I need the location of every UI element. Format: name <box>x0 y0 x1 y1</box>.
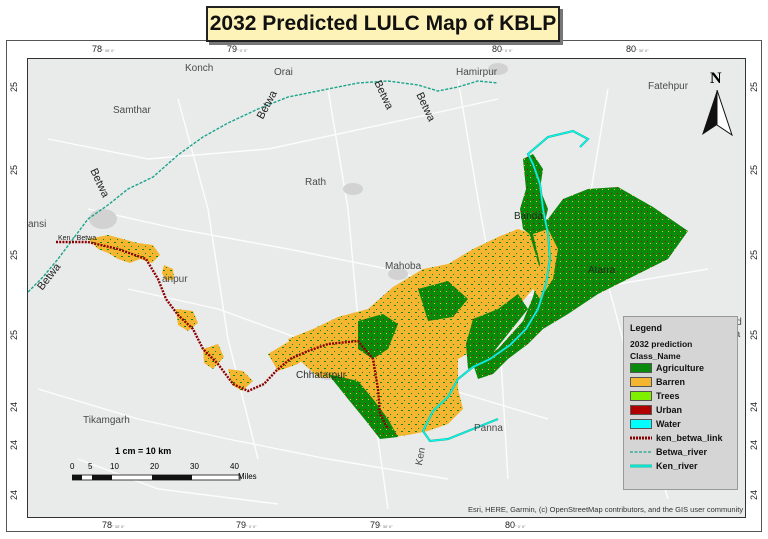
legend-item-ken-river: Ken_river <box>624 459 737 473</box>
legend-item-barren: Barren <box>624 375 737 389</box>
betwa-river-line <box>28 80 499 293</box>
lulc-patch-4 <box>228 369 253 391</box>
legend-swatch-urban <box>630 405 652 415</box>
place-rath: Rath <box>305 177 327 188</box>
place-hamirpur: Hamirpur <box>456 67 498 78</box>
legend-line-link <box>630 436 652 440</box>
legend-title: Legend <box>630 323 663 333</box>
legend-swatch-water <box>630 419 652 429</box>
top-tick-3: 80° 0' 0" <box>492 44 513 54</box>
legend-item-urban: Urban <box>624 403 737 417</box>
map-title-box: 2032 Predicted LULC Map of KBLP <box>206 6 560 42</box>
right-tick-3: 25 <box>749 250 759 261</box>
lulc-agri-patch-c <box>328 374 398 439</box>
legend: Legend 2032 prediction Class_Name Agricu… <box>623 316 738 490</box>
lulc-barren-east <box>533 229 558 299</box>
ken-river-water <box>422 130 589 442</box>
place-atarra: Atarra <box>588 265 616 276</box>
scale-text: 1 cm = 10 km <box>115 446 172 456</box>
right-tick-2: 25 <box>749 165 759 176</box>
legend-swatch-barren <box>630 377 652 387</box>
legend-subtitle: 2032 prediction <box>630 339 693 349</box>
legend-swatch-trees <box>630 391 652 401</box>
left-tick-1: 25 <box>9 82 19 93</box>
place-samthar: Samthar <box>113 105 151 116</box>
legend-item-agriculture: Agriculture <box>624 361 737 375</box>
top-tick-4: 80° 30' 0" <box>626 44 649 54</box>
right-tick-1: 25 <box>749 82 759 93</box>
place-mahoba: Mahoba <box>385 261 422 272</box>
legend-item-betwa-river: Betwa_river <box>624 445 737 459</box>
left-tick-3: 25 <box>9 250 19 261</box>
legend-line-ken <box>630 464 652 468</box>
bottom-tick-4: 80° 0' 0" <box>505 520 526 530</box>
north-arrow-icon <box>702 90 733 137</box>
north-arrow: N <box>700 70 740 140</box>
place-banda: Banda <box>514 211 543 222</box>
lulc-patch-1 <box>162 265 174 281</box>
lulc-patch-3 <box>203 344 224 369</box>
legend-class-name: Class_Name <box>630 351 681 361</box>
north-label: N <box>710 70 722 87</box>
left-tick-4: 25 <box>9 330 19 341</box>
place-anpur: anpur <box>162 274 188 285</box>
legend-item-ken-betwa-link: ken_betwa_link <box>624 431 737 445</box>
top-tick-2: 79° 0' 0" <box>227 44 248 54</box>
map-area[interactable]: Konch Orai Hamirpur Fatehpur Samthar Rat… <box>27 58 746 518</box>
bottom-tick-2: 79° 0' 0" <box>236 520 257 530</box>
place-chhatarpur: Chhatarpur <box>296 370 347 381</box>
right-tick-7: 24 <box>749 490 759 501</box>
lulc-west-strip <box>88 235 160 263</box>
link-label: Ken - Betwa <box>58 235 97 242</box>
bottom-tick-3: 79° 30' 0" <box>370 520 393 530</box>
place-konch: Konch <box>185 63 214 74</box>
lulc-agri-east <box>473 187 688 379</box>
legend-line-betwa <box>630 451 652 453</box>
place-panna: Panna <box>474 423 503 434</box>
place-orai: Orai <box>274 67 293 78</box>
right-tick-5: 24 <box>749 402 759 413</box>
bottom-tick-1: 78° 30' 0" <box>102 520 125 530</box>
left-tick-5: 24 <box>9 402 19 413</box>
scale-bar: 1 cm = 10 km 0 5 10 20 30 40 Miles <box>70 446 257 481</box>
scale-unit: Miles <box>238 472 257 481</box>
place-tikamgarh: Tikamgarh <box>83 415 130 426</box>
left-tick-7: 24 <box>9 490 19 501</box>
legend-swatch-agriculture <box>630 363 652 373</box>
map-title: 2032 Predicted LULC Map of KBLP <box>209 12 557 35</box>
ken-betwa-link-line <box>56 240 390 430</box>
left-tick-2: 25 <box>9 165 19 176</box>
attribution: Esri, HERE, Garmin, (c) OpenStreetMap co… <box>468 505 744 514</box>
place-fatehpur: Fatehpur <box>648 81 689 92</box>
right-tick-6: 24 <box>749 440 759 451</box>
legend-item-water: Water <box>624 417 737 431</box>
lulc-agri-patch-a <box>358 314 398 359</box>
scale-graphic <box>72 474 241 481</box>
legend-item-trees: Trees <box>624 389 737 403</box>
lulc-agri-patch-b <box>418 281 468 321</box>
right-tick-4: 25 <box>749 330 759 341</box>
left-tick-6: 24 <box>9 440 19 451</box>
map-canvas <box>28 63 709 510</box>
lulc-agri-patch-d <box>466 294 528 369</box>
top-tick-1: 78° 30' 0" <box>92 44 115 54</box>
lulc-patch-2 <box>176 309 198 331</box>
lulc-banda-north <box>520 154 548 239</box>
place-ansi: ansi <box>28 219 47 230</box>
